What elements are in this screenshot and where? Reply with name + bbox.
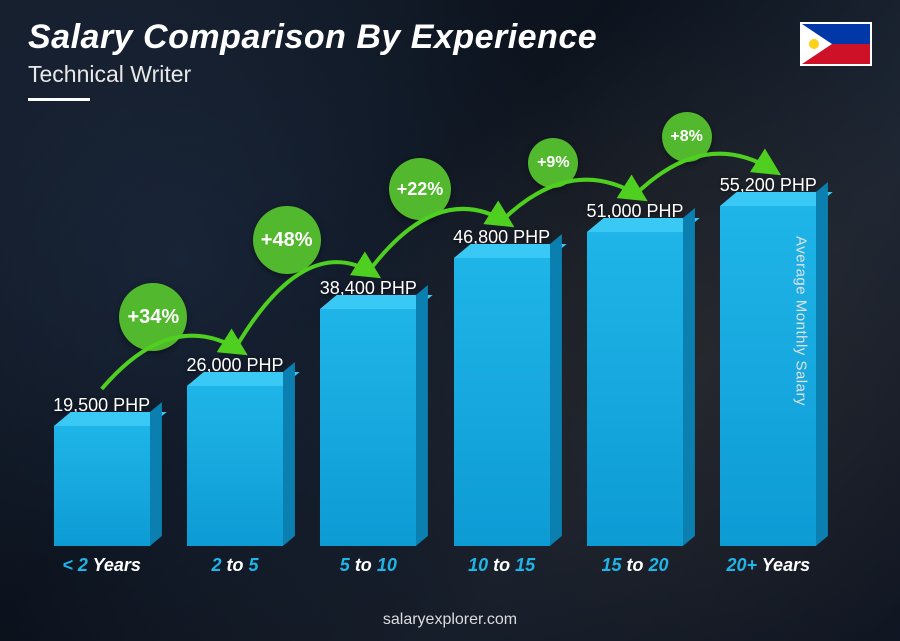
- y-axis-label: Average Monthly Salary: [793, 236, 810, 406]
- bar-slot: 51,000 PHP: [568, 126, 701, 546]
- page-title: Salary Comparison By Experience: [28, 18, 597, 57]
- title-underline: [28, 98, 90, 101]
- x-axis-label: 5 to 10: [302, 555, 435, 576]
- header: Salary Comparison By Experience Technica…: [28, 18, 872, 101]
- x-axis-label: 10 to 15: [435, 555, 568, 576]
- bar-slot: 55,200 PHP: [702, 126, 835, 546]
- x-axis-label: 20+ Years: [702, 555, 835, 576]
- bar: [320, 309, 416, 546]
- bars-container: 19,500 PHP26,000 PHP38,400 PHP46,800 PHP…: [35, 126, 835, 546]
- flag-philippines-icon: [800, 22, 872, 66]
- chart-area: 19,500 PHP26,000 PHP38,400 PHP46,800 PHP…: [35, 120, 835, 576]
- x-axis-label: 15 to 20: [568, 555, 701, 576]
- x-axis-label: 2 to 5: [168, 555, 301, 576]
- x-axis-label: < 2 Years: [35, 555, 168, 576]
- bar: [454, 258, 550, 546]
- title-block: Salary Comparison By Experience Technica…: [28, 18, 597, 101]
- page-subtitle: Technical Writer: [28, 61, 597, 88]
- footer-attribution: salaryexplorer.com: [0, 611, 900, 629]
- bar-slot: 38,400 PHP: [302, 126, 435, 546]
- bar: [187, 386, 283, 546]
- bar: [54, 426, 150, 546]
- bar: [587, 232, 683, 546]
- x-axis-labels: < 2 Years2 to 55 to 1010 to 1515 to 2020…: [35, 555, 835, 576]
- bar-slot: 46,800 PHP: [435, 126, 568, 546]
- bar-slot: 26,000 PHP: [168, 126, 301, 546]
- bar-slot: 19,500 PHP: [35, 126, 168, 546]
